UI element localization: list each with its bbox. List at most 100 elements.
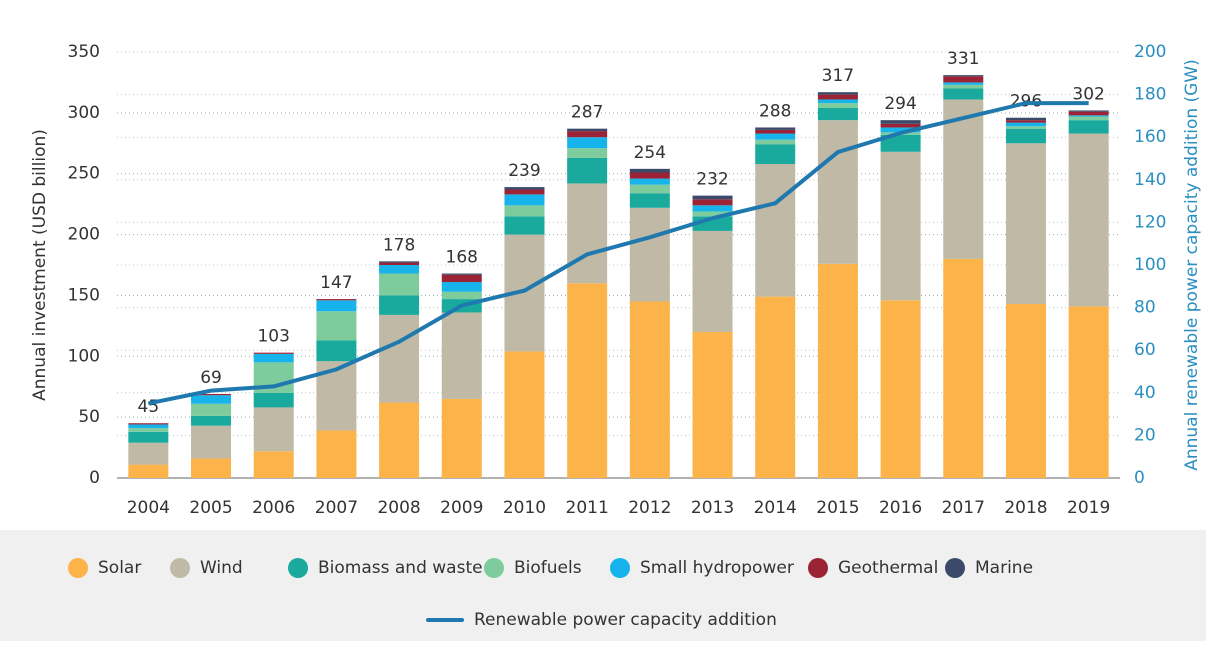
legend-label: Renewable power capacity addition xyxy=(474,610,777,630)
x-tick-label: 2018 xyxy=(1004,498,1047,518)
bar-segment xyxy=(943,258,984,478)
bar-segment xyxy=(817,99,858,104)
bar-segment xyxy=(1005,128,1046,144)
bar-segment xyxy=(943,88,984,100)
y-tick-label: 0 xyxy=(89,468,100,488)
bar-segment xyxy=(441,398,482,478)
bar-segment xyxy=(817,263,858,478)
bar-segment xyxy=(379,402,420,478)
bar-segment xyxy=(629,193,670,208)
legend-label: Solar xyxy=(98,558,141,578)
total-label: 239 xyxy=(508,161,540,181)
bar-segment xyxy=(316,430,357,478)
bar-segment xyxy=(1068,110,1109,112)
bar-segment xyxy=(567,183,608,284)
bar-segment xyxy=(253,353,294,363)
bar-segment xyxy=(629,207,670,302)
bar-segment xyxy=(253,392,294,408)
bar-segment xyxy=(1005,122,1046,127)
bar-segment xyxy=(817,103,858,108)
legend-swatch xyxy=(484,558,504,578)
bar-segment xyxy=(1068,116,1109,121)
total-label: 178 xyxy=(383,235,415,255)
bar-segment xyxy=(128,442,169,465)
bar-segment xyxy=(1005,117,1046,121)
y-tick-label: 150 xyxy=(68,285,100,305)
bar-segment xyxy=(128,464,169,478)
bar-segment xyxy=(817,120,858,264)
total-label: 69 xyxy=(200,368,222,388)
bar-segment xyxy=(316,299,357,301)
total-label: 168 xyxy=(446,248,478,268)
bar-segment xyxy=(1005,143,1046,304)
legend-swatch xyxy=(808,558,828,578)
y2-tick-label: 20 xyxy=(1134,425,1156,445)
y2-tick-label: 60 xyxy=(1134,340,1156,360)
bar-segment xyxy=(567,131,608,138)
bar-segment xyxy=(629,184,670,194)
bar-segment xyxy=(817,94,858,100)
legend-swatch xyxy=(288,558,308,578)
bar-segment xyxy=(379,273,420,296)
y-tick-label: 350 xyxy=(68,42,100,62)
bar-segment xyxy=(128,423,169,425)
bar-segment xyxy=(253,407,294,452)
bar-segment xyxy=(1005,120,1046,123)
bar-segment xyxy=(316,300,357,312)
y2-tick-label: 200 xyxy=(1134,42,1166,62)
y2-tick-label: 140 xyxy=(1134,170,1166,190)
bar-segment xyxy=(1005,126,1046,129)
y-tick-label: 250 xyxy=(68,164,100,184)
bar-segment xyxy=(1068,115,1109,117)
bar-segment xyxy=(567,157,608,184)
bar-segment xyxy=(128,428,169,432)
legend-label: Small hydropower xyxy=(640,558,794,578)
x-tick-label: 2017 xyxy=(942,498,985,518)
bar-segment xyxy=(567,128,608,132)
bar-segment xyxy=(567,283,608,478)
bar-segment xyxy=(379,295,420,315)
bar-segment xyxy=(253,451,294,478)
bar-segment xyxy=(567,148,608,158)
bar-segment xyxy=(755,163,796,297)
y2-tick-label: 80 xyxy=(1134,298,1156,318)
bar-segment xyxy=(880,151,921,301)
bar-segment xyxy=(441,291,482,300)
y-tick-label: 200 xyxy=(68,225,100,245)
total-label: 147 xyxy=(320,273,352,293)
bar-segment xyxy=(755,139,796,145)
y2-tick-label: 120 xyxy=(1134,212,1166,232)
x-tick-label: 2006 xyxy=(252,498,295,518)
legend-label: Geothermal xyxy=(838,558,938,578)
bar-segment xyxy=(692,199,733,206)
y-tick-label: 50 xyxy=(78,407,100,427)
bar-segment xyxy=(441,274,482,283)
bar-segment xyxy=(441,282,482,292)
x-tick-label: 2019 xyxy=(1067,498,1110,518)
bar-segment xyxy=(692,331,733,478)
bar-segment xyxy=(692,205,733,212)
capacity-line xyxy=(147,101,1089,406)
bar-segment xyxy=(629,168,670,173)
bar-segment xyxy=(441,273,482,275)
total-label: 294 xyxy=(884,94,916,114)
bar-segment xyxy=(817,107,858,121)
bar-segment xyxy=(629,178,670,185)
bar-segment xyxy=(504,216,545,235)
x-tick-label: 2011 xyxy=(566,498,609,518)
bar-segment xyxy=(817,92,858,95)
legend-swatch xyxy=(945,558,965,578)
bar-segment xyxy=(755,296,796,478)
x-tick-label: 2015 xyxy=(816,498,859,518)
bar-segment xyxy=(755,133,796,140)
x-tick-label: 2009 xyxy=(440,498,483,518)
bar-segment xyxy=(880,300,921,478)
bar-segment xyxy=(880,134,921,152)
bar-segment xyxy=(755,127,796,130)
bar-segment xyxy=(441,312,482,399)
x-tick-label: 2014 xyxy=(754,498,797,518)
bar-segment xyxy=(379,314,420,403)
legend-label: Marine xyxy=(975,558,1033,578)
bar-segment xyxy=(1005,303,1046,478)
bar-segment xyxy=(128,424,169,429)
